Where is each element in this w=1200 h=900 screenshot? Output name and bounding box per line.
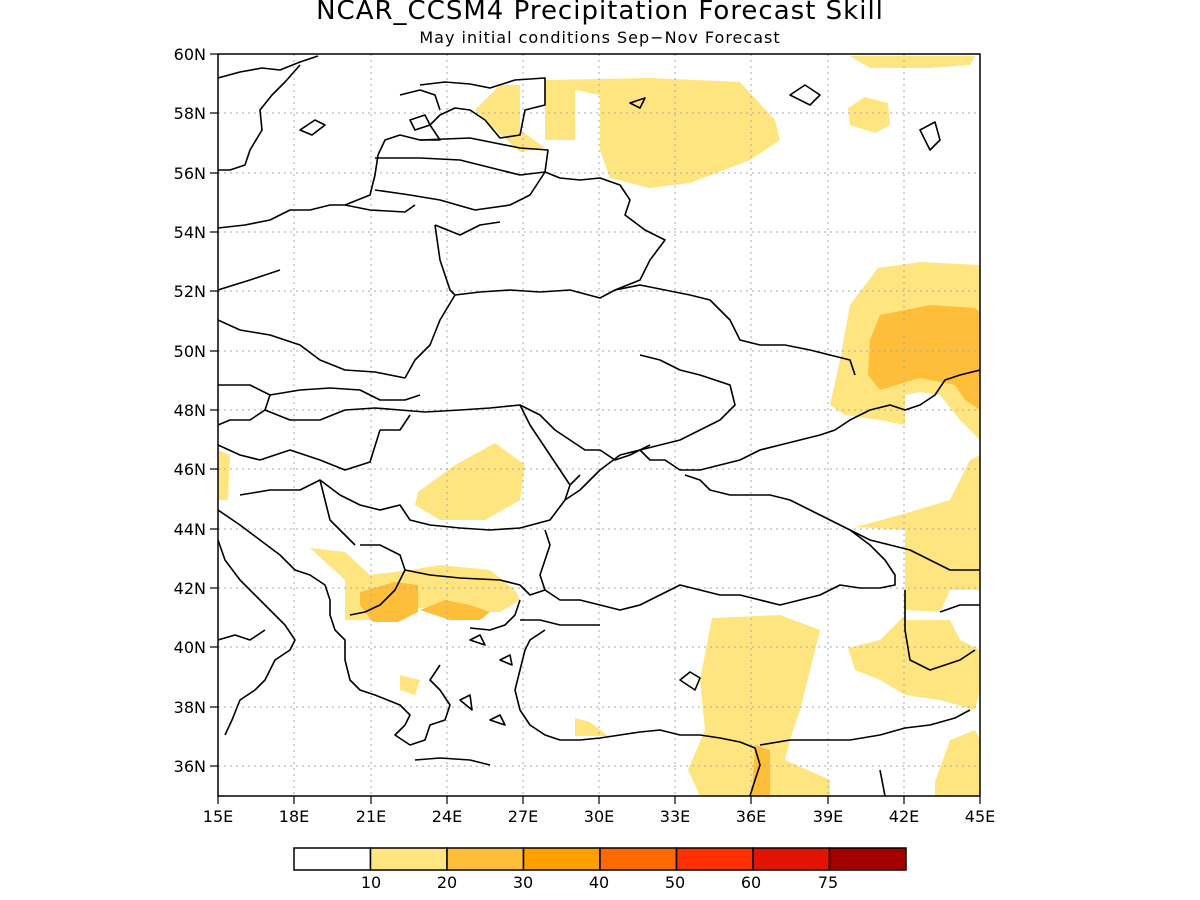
y-tick-labels: 60N 58N 56N 54N 52N 50N 48N 46N 44N 42N … (174, 45, 206, 776)
colorbar-swatch (293, 847, 372, 871)
y-tick-label: 40N (174, 638, 206, 657)
colorbar-swatch (369, 847, 448, 871)
y-tick-label: 38N (174, 698, 206, 717)
colorbar (293, 847, 907, 871)
x-tick-label: 18E (279, 807, 309, 826)
y-tick-label: 46N (174, 460, 206, 479)
x-tick-label: 30E (584, 807, 614, 826)
colorbar-swatch (828, 847, 907, 871)
y-tick-label: 48N (174, 401, 206, 420)
y-tick-label: 60N (174, 45, 206, 64)
y-tick-label: 58N (174, 104, 206, 123)
colorbar-swatch (752, 847, 831, 871)
x-tick-label: 45E (965, 807, 995, 826)
chart-subtitle: May initial conditions Sep−Nov Forecast (419, 28, 781, 47)
skill-20-30 (360, 305, 980, 796)
tick-marks (210, 53, 981, 804)
colorbar-label: 50 (665, 873, 685, 892)
colorbar-label: 10 (361, 873, 381, 892)
x-tick-label: 42E (889, 807, 919, 826)
x-tick-label: 24E (432, 807, 462, 826)
coastlines-borders (218, 55, 980, 796)
x-tick-label: 33E (660, 807, 690, 826)
x-tick-label: 36E (736, 807, 766, 826)
y-tick-label: 44N (174, 520, 206, 539)
colorbar-swatch (446, 847, 525, 871)
colorbar-label: 60 (741, 873, 761, 892)
skill-shading (218, 56, 980, 796)
colorbar-labels: 10 20 30 40 50 60 75 (361, 873, 838, 892)
y-tick-label: 56N (174, 164, 206, 183)
colorbar-label: 40 (589, 873, 609, 892)
colorbar-label: 20 (437, 873, 457, 892)
colorbar-label: 30 (513, 873, 533, 892)
colorbar-swatch (599, 847, 678, 871)
chart-title: NCAR_CCSM4 Precipitation Forecast Skill (316, 0, 884, 26)
x-tick-labels: 15E 18E 21E 24E 27E 30E 33E 36E 39E 42E … (203, 807, 995, 826)
x-tick-label: 21E (356, 807, 386, 826)
y-tick-label: 52N (174, 282, 206, 301)
y-tick-label: 54N (174, 223, 206, 242)
colorbar-swatch (522, 847, 601, 871)
colorbar-swatch (675, 847, 754, 871)
y-tick-label: 42N (174, 579, 206, 598)
colorbar-label: 75 (818, 873, 838, 892)
y-tick-label: 36N (174, 757, 206, 776)
x-tick-label: 39E (813, 807, 843, 826)
x-tick-label: 15E (203, 807, 233, 826)
grid-lines (218, 54, 980, 796)
y-tick-label: 50N (174, 342, 206, 361)
x-tick-label: 27E (508, 807, 538, 826)
